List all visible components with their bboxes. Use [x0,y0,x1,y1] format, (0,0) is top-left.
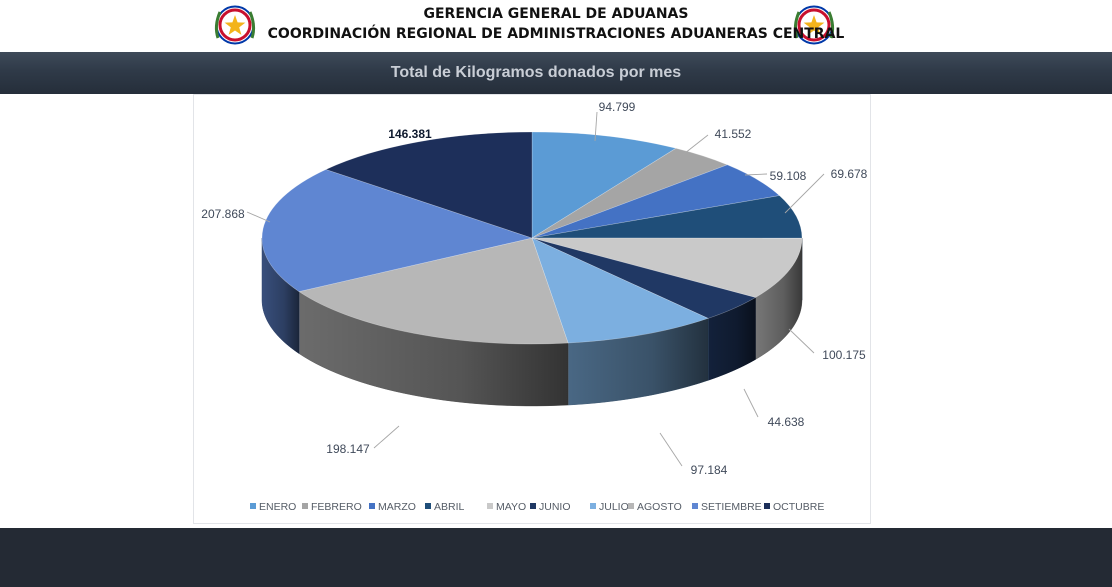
pie-slice-julio [531,237,709,344]
legend-swatch-abril [425,503,431,509]
legend-item-setiembre: SETIEMBRE [701,501,762,513]
data-label-julio: 97.184 [691,463,728,477]
pie-side-shade [568,318,709,406]
legend-swatch-enero [250,503,256,509]
pie-slice-mayo [531,237,803,298]
leader-line [744,173,768,176]
chart-panel: 94.799 41.552 59.108 69.678 100.175 44.638 97.… [193,94,871,524]
legend-item-junio: JUNIO [539,501,571,513]
pie-slice-setiembre [261,169,534,292]
pie-slice-junio [531,237,757,319]
legend-swatch-agosto [628,503,634,509]
pie-sides [261,237,803,407]
data-label-agosto: 198.147 [326,442,370,456]
legend-swatch-octubre [764,503,770,509]
legend-item-agosto: AGOSTO [637,501,682,513]
leader-line [373,425,400,449]
leader-line [246,211,271,223]
legend-item-abril: ABRIL [434,501,465,513]
paraguay-emblem-icon [793,5,835,45]
legend-item-julio: JULIO [599,501,629,513]
title-banner [0,52,1112,94]
pie-slice-agosto [298,237,569,345]
label-leaders [246,111,825,467]
pie-slice-abril [531,195,803,239]
pie-slice-febrero [531,147,729,239]
legend-swatch-setiembre [692,503,698,509]
legend-item-enero: ENERO [259,501,296,513]
legend-item-marzo: MARZO [378,501,416,513]
leader-line [679,134,709,158]
pie-chart: 94.799 41.552 59.108 69.678 100.175 44.638 97.… [201,100,867,513]
page-footer [0,528,1112,587]
header-title-line2: COORDINACIÓN REGIONAL DE ADMINISTRACIONE… [267,26,845,42]
legend-item-febrero: FEBRERO [311,501,362,513]
legend-swatch-mayo [487,503,493,509]
chart-title: Total de Kilogramos donados por mes [390,64,682,81]
pie-side-shade [299,291,569,406]
data-label-abril: 69.678 [831,167,868,181]
pie-side-shade [755,238,802,360]
leader-line [594,111,598,142]
data-label-enero: 94.799 [599,100,636,114]
data-label-mayo: 100.175 [822,348,866,362]
data-label-marzo: 59.108 [770,169,807,183]
data-label-junio: 44.638 [768,415,805,429]
pie-side-shade [708,297,756,381]
pie-slice-marzo [531,164,781,239]
pie-slice-octubre [325,131,533,239]
legend-swatch-junio [530,503,536,509]
legend-item-octubre: OCTUBRE [773,501,824,513]
data-label-febrero: 41.552 [715,127,752,141]
data-label-octubre: 146.381 [388,127,432,141]
leader-line [743,388,759,418]
paraguay-emblem-icon [214,5,256,45]
header-title-line1: GERENCIA GENERAL DE ADUANAS [423,6,689,22]
leader-line [784,173,825,214]
pie-slice-enero [531,131,677,239]
pie-side-shade [262,238,300,354]
data-label-setiembre: 207.868 [201,207,245,221]
legend-swatch-febrero [302,503,308,509]
data-labels: 94.799 41.552 59.108 69.678 100.175 44.638 97.… [201,100,867,477]
page-header: GERENCIA GENERAL DE ADUANAS COORDINACIÓN… [0,0,1112,52]
legend-swatch-julio [590,503,596,509]
pie-tops [261,131,803,345]
leader-line [788,328,815,354]
legend-item-mayo: MAYO [496,501,526,513]
leader-line [659,432,683,467]
chart-legend: ENERO FEBRERO MARZO ABRIL MAYO JUNIO JULIO AGOS… [250,501,824,513]
legend-swatch-marzo [369,503,375,509]
